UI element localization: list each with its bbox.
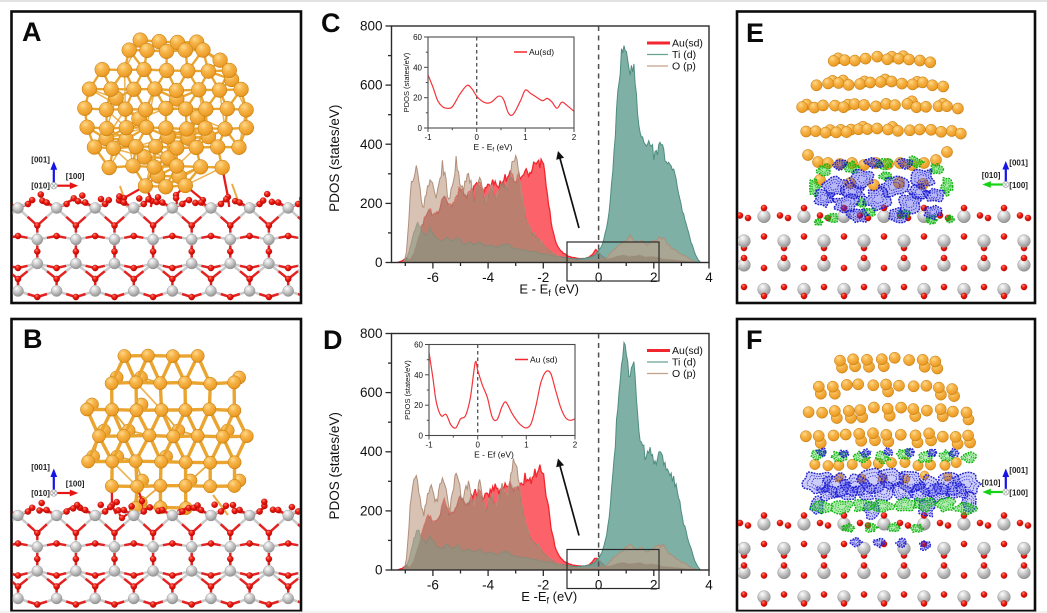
svg-text:O (p): O (p) <box>672 368 696 380</box>
svg-text:2: 2 <box>573 441 578 450</box>
svg-text:Au (sd): Au (sd) <box>530 355 558 365</box>
svg-text:600: 600 <box>360 385 383 400</box>
svg-text:[001]: [001] <box>31 463 50 472</box>
svg-text:[010]: [010] <box>982 171 1001 180</box>
svg-text:-1: -1 <box>424 133 432 142</box>
svg-text:E -Ef (eV): E -Ef (eV) <box>521 589 577 606</box>
svg-text:E - Ef (eV): E - Ef (eV) <box>519 282 579 299</box>
svg-text:PDOS (states/eV): PDOS (states/eV) <box>403 360 412 420</box>
svg-text:20: 20 <box>414 401 423 410</box>
svg-text:[001]: [001] <box>1009 159 1028 168</box>
svg-text:0: 0 <box>474 133 479 142</box>
svg-text:PDOS (states/eV): PDOS (states/eV) <box>402 52 411 112</box>
svg-text:-4: -4 <box>482 270 494 285</box>
svg-text:0: 0 <box>595 578 603 593</box>
svg-text:[100]: [100] <box>1009 489 1028 498</box>
svg-text:60: 60 <box>413 33 422 42</box>
svg-text:4: 4 <box>705 578 713 593</box>
svg-text:-6: -6 <box>427 270 439 285</box>
svg-text:20: 20 <box>413 94 422 103</box>
svg-text:Au(sd): Au(sd) <box>529 47 554 57</box>
svg-text:F: F <box>746 325 763 355</box>
svg-text:800: 800 <box>360 19 383 34</box>
svg-text:2: 2 <box>572 133 577 142</box>
svg-text:-1: -1 <box>425 441 433 450</box>
svg-text:E - Ef (eV): E - Ef (eV) <box>474 142 513 154</box>
svg-text:400: 400 <box>360 444 383 459</box>
svg-text:60: 60 <box>414 341 423 350</box>
svg-text:0: 0 <box>375 255 383 270</box>
svg-text:800: 800 <box>360 326 383 341</box>
svg-text:1: 1 <box>524 441 529 450</box>
svg-text:PDOS (states/eV): PDOS (states/eV) <box>327 412 342 519</box>
svg-text:[010]: [010] <box>31 489 50 498</box>
svg-text:[001]: [001] <box>31 156 50 165</box>
svg-text:0: 0 <box>419 432 424 441</box>
svg-text:2: 2 <box>650 578 658 593</box>
svg-text:Ti (d): Ti (d) <box>672 49 696 61</box>
svg-text:[001]: [001] <box>1009 466 1028 475</box>
svg-text:200: 200 <box>360 196 383 211</box>
svg-text:40: 40 <box>414 371 423 380</box>
svg-text:2: 2 <box>650 270 658 285</box>
svg-text:-6: -6 <box>427 578 439 593</box>
svg-text:0: 0 <box>375 563 383 578</box>
svg-text:40: 40 <box>413 63 422 72</box>
svg-text:[010]: [010] <box>31 182 50 191</box>
svg-text:B: B <box>23 324 43 354</box>
svg-text:[100]: [100] <box>1009 181 1028 190</box>
svg-text:400: 400 <box>360 137 383 152</box>
svg-text:PDOS (states/eV): PDOS (states/eV) <box>327 105 342 212</box>
svg-text:200: 200 <box>360 503 383 518</box>
svg-text:-2: -2 <box>537 270 549 285</box>
svg-text:[100]: [100] <box>66 480 85 489</box>
svg-text:0: 0 <box>475 441 480 450</box>
svg-text:600: 600 <box>360 78 383 93</box>
svg-text:A: A <box>22 17 42 47</box>
svg-text:Au(sd): Au(sd) <box>672 38 703 50</box>
svg-text:E: E <box>746 18 764 48</box>
svg-text:4: 4 <box>705 270 713 285</box>
svg-text:[010]: [010] <box>982 479 1001 488</box>
svg-text:E - Ef (eV): E - Ef (eV) <box>474 450 514 460</box>
svg-text:1: 1 <box>523 133 528 142</box>
svg-text:0: 0 <box>595 270 603 285</box>
svg-text:-2: -2 <box>537 578 549 593</box>
svg-text:Ti (d): Ti (d) <box>672 357 696 369</box>
svg-text:C: C <box>321 8 341 38</box>
svg-text:O (p): O (p) <box>672 61 696 73</box>
svg-text:0: 0 <box>418 124 423 133</box>
svg-text:[100]: [100] <box>66 172 85 181</box>
svg-text:-4: -4 <box>482 578 494 593</box>
svg-text:D: D <box>323 325 343 355</box>
svg-text:Au(sd): Au(sd) <box>672 345 703 357</box>
